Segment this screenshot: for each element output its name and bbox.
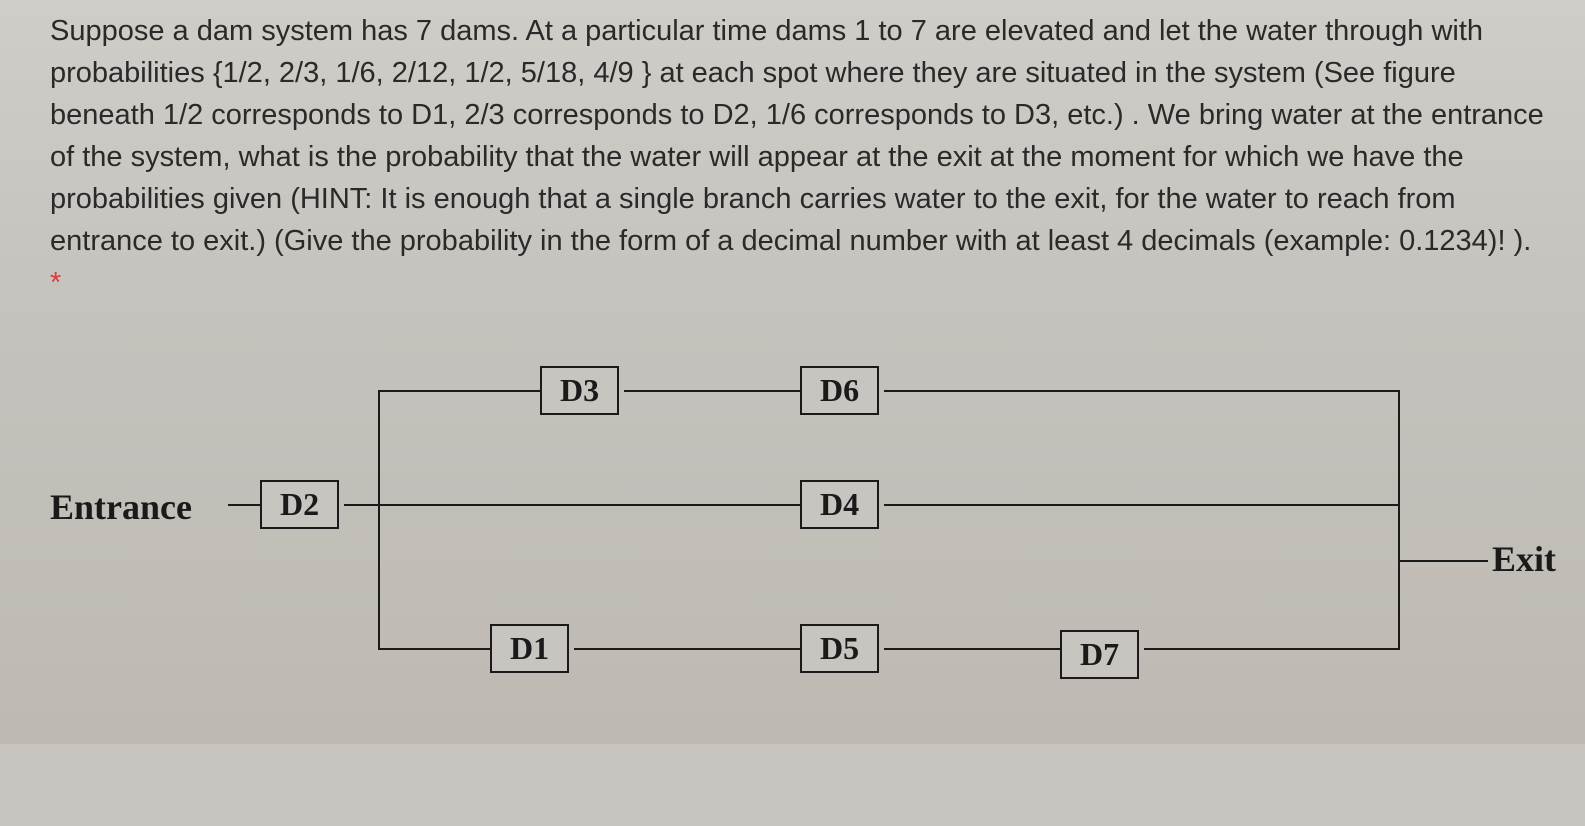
line-right-v-mid (1398, 504, 1400, 562)
line-mid-to-d4 (378, 504, 800, 506)
exit-label: Exit (1492, 538, 1556, 580)
dam-d6: D6 (800, 366, 879, 415)
question-body: Suppose a dam system has 7 dams. At a pa… (50, 15, 1544, 257)
line-d2-to-split (344, 504, 380, 506)
line-bot-right-v (1398, 560, 1400, 650)
line-entr-to-d2 (228, 504, 260, 506)
line-d3-to-d6 (624, 390, 800, 392)
line-d7-to-corner (1144, 648, 1400, 650)
dam-d1: D1 (490, 624, 569, 673)
line-top-to-d3 (378, 390, 540, 392)
line-bot-to-d1 (378, 648, 490, 650)
question-text: Suppose a dam system has 7 dams. At a pa… (0, 0, 1585, 324)
line-split-v (378, 390, 380, 650)
dam-d2: D2 (260, 480, 339, 529)
line-d6-to-corner (884, 390, 1400, 392)
dam-d5: D5 (800, 624, 879, 673)
dam-d3: D3 (540, 366, 619, 415)
entrance-label: Entrance (50, 486, 192, 528)
required-asterisk: * (50, 267, 61, 299)
line-d4-to-right (884, 504, 1400, 506)
dam-d4: D4 (800, 480, 879, 529)
dam-diagram: Entrance Exit D2 D3 D6 D4 D1 D5 D7 (0, 324, 1585, 744)
dam-d7: D7 (1060, 630, 1139, 679)
line-merge-right (1398, 560, 1488, 562)
line-d5-to-d7 (884, 648, 1060, 650)
line-d1-to-d5 (574, 648, 800, 650)
